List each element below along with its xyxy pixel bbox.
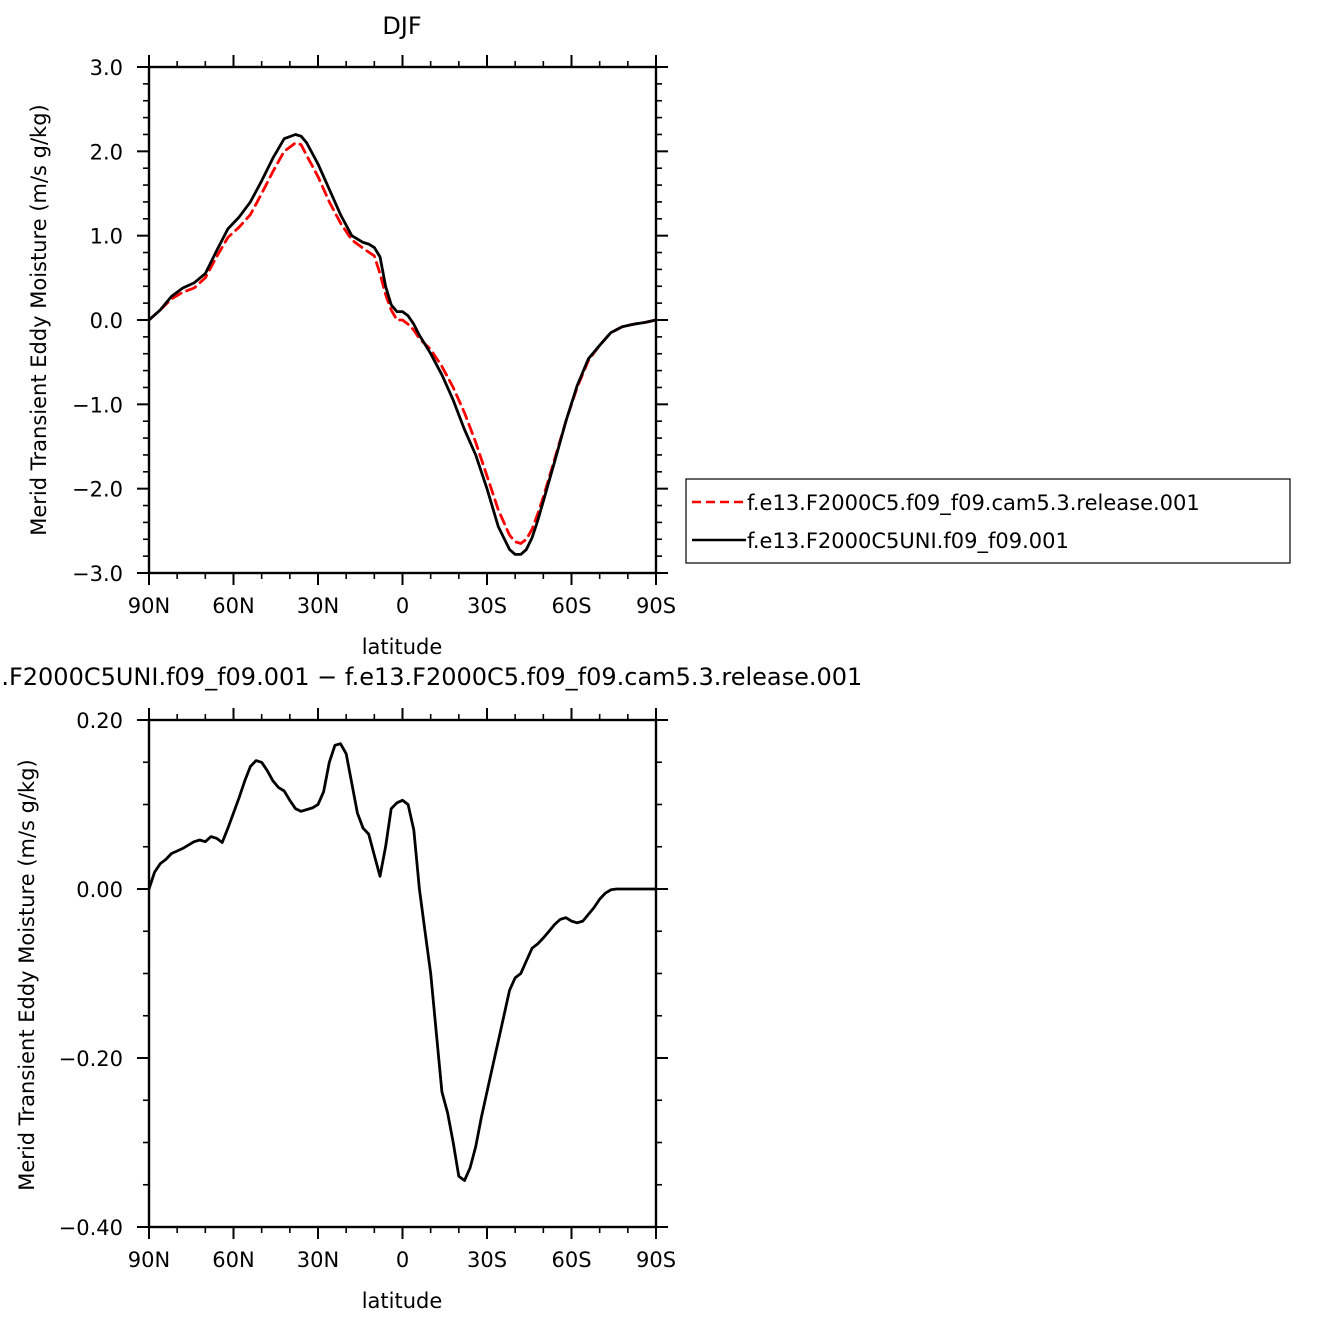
top-plot-frame (147, 65, 658, 575)
bottom-x-tick-label: 60S (551, 1248, 591, 1272)
top-panel-title: DJF (382, 12, 421, 40)
top-y-tick-label: −3.0 (72, 562, 123, 586)
bottom-x-tick-label: 0 (396, 1248, 409, 1272)
bottom-x-tick-label: 90S (636, 1248, 676, 1272)
bottom-y-tick-label: −0.20 (59, 1047, 123, 1071)
legend-label-series-2: f.e13.F2000C5UNI.f09_f09.001 (747, 529, 1069, 554)
top-y-tick-label: −2.0 (72, 478, 123, 502)
bottom-series-line-1 (147, 742, 658, 1182)
bottom-y-tick-label: −0.40 (59, 1216, 123, 1240)
top-y-axis-label: Merid Transient Eddy Moisture (m/s g/kg) (27, 104, 51, 536)
bottom-plot-frame (147, 718, 658, 1229)
bottom-panel-title: f.e13.F2000C5UNI.f09_f09.001 − f.e13.F20… (0, 663, 862, 691)
bottom-x-tick-label: 90N (128, 1248, 170, 1272)
top-x-tick-label: 90S (636, 594, 676, 618)
bottom-x-tick-label: 30N (297, 1248, 339, 1272)
top-y-tick-label: 3.0 (90, 56, 123, 80)
top-y-tick-label: 2.0 (90, 140, 123, 164)
top-series-line-1 (147, 141, 658, 545)
top-x-tick-label: 60N (212, 594, 254, 618)
legend-box (685, 478, 1291, 564)
top-y-tick-label: −1.0 (72, 393, 123, 417)
top-x-tick-label: 30N (297, 594, 339, 618)
top-x-axis-label: latitude (362, 635, 443, 659)
top-y-tick-label: 0.0 (90, 309, 123, 333)
top-x-tick-label: 60S (551, 594, 591, 618)
bottom-series-group (147, 742, 658, 1182)
top-x-tick-label: 30S (467, 594, 507, 618)
bottom-x-tick-label: 30S (467, 1248, 507, 1272)
bottom-panel: f.e13.F2000C5UNI.f09_f09.001 − f.e13.F20… (0, 663, 862, 1313)
bottom-x-axis-label: latitude (362, 1289, 443, 1313)
top-series-group (147, 133, 658, 556)
top-x-tick-label: 90N (128, 594, 170, 618)
legend-label-series-1: f.e13.F2000C5.f09_f09.cam5.3.release.001 (747, 491, 1200, 516)
top-panel: DJF Merid Transient Eddy Moisture (m/s g… (27, 12, 1291, 659)
bottom-y-tick-label: 0.00 (76, 878, 123, 902)
bottom-y-axis-label: Merid Transient Eddy Moisture (m/s g/kg) (15, 759, 39, 1191)
top-x-tick-label: 0 (396, 594, 409, 618)
bottom-x-tick-label: 60N (212, 1248, 254, 1272)
legend: f.e13.F2000C5.f09_f09.cam5.3.release.001… (685, 478, 1291, 564)
bottom-axis-ticks: 90N 60N 30N 0 30S 60S 90S 0.20 0.00 −0.20 −0.40 (59, 708, 676, 1272)
top-series-line-2 (147, 133, 658, 556)
top-axis-ticks: 90N 60N 30N 0 30S 60S 90S 3.0 2.0 1.0 0.0 −1.0 −2.0 −… (72, 55, 676, 618)
bottom-y-tick-label: 0.20 (76, 709, 123, 733)
top-y-tick-label: 1.0 (90, 225, 123, 249)
